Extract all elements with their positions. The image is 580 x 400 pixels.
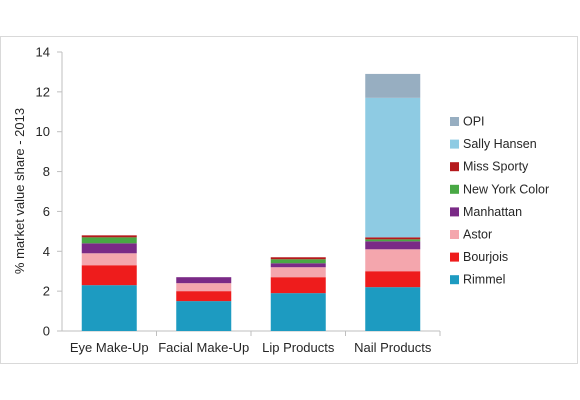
legend-swatch — [450, 117, 459, 126]
bar-segment-astor — [365, 249, 421, 272]
y-tick-label: 6 — [43, 204, 50, 219]
legend-swatch — [450, 162, 459, 172]
y-tick-label: 12 — [36, 84, 50, 99]
legend-swatch — [450, 184, 459, 194]
y-tick-label: 0 — [43, 324, 50, 339]
y-tick-label: 4 — [43, 244, 50, 259]
x-tick-label: Nail Products — [354, 340, 432, 355]
bar-segment-bourjois — [176, 291, 232, 302]
bars — [81, 73, 421, 331]
legend-label: Manhattan — [463, 205, 522, 219]
y-tick-label: 2 — [43, 284, 50, 299]
legend-swatch — [450, 275, 459, 285]
legend-swatch — [450, 230, 459, 239]
bar-segment-manhattan — [365, 241, 421, 250]
x-tick-label: Facial Make-Up — [158, 340, 249, 355]
bar-segment-miss-sporty — [270, 257, 326, 260]
legend-label: Rimmel — [463, 273, 505, 287]
y-tick-label: 14 — [36, 45, 50, 60]
legend: OPI Sally Hansen Miss Sporty New York Color… — [450, 115, 549, 287]
y-axis-label: % market value share - 2013 — [12, 108, 27, 274]
bar-segment-rimmel — [176, 301, 232, 331]
y-tick-label: 10 — [36, 124, 50, 139]
bar-segment-astor — [81, 253, 137, 266]
bar-segment-astor — [270, 267, 326, 278]
bar-segment-rimmel — [365, 287, 421, 331]
legend-swatch — [450, 252, 459, 262]
bar-segment-new-york-color — [270, 259, 326, 264]
bar-segment-miss-sporty — [81, 235, 137, 238]
bar-segment-bourjois — [270, 277, 326, 294]
legend-label: OPI — [463, 115, 485, 129]
legend-label: Miss Sporty — [463, 160, 529, 174]
bar-segment-opi — [365, 73, 421, 98]
bar-segment-bourjois — [81, 265, 137, 286]
legend-label: New York Color — [463, 182, 549, 196]
bar-segment-manhattan — [270, 263, 326, 268]
x-tick-label: Lip Products — [262, 340, 335, 355]
bar-segment-sally-hansen — [365, 97, 421, 238]
legend-label: Bourjois — [463, 250, 508, 264]
bar-segment-manhattan — [176, 277, 232, 284]
bar-segment-rimmel — [270, 293, 326, 331]
bar-segment-miss-sporty — [365, 237, 421, 240]
legend-swatch — [450, 207, 459, 217]
bar-segment-astor — [176, 283, 232, 292]
bar-segment-new-york-color — [81, 237, 137, 244]
legend-label: Sally Hansen — [463, 137, 537, 151]
x-tick-label: Eye Make-Up — [70, 340, 149, 355]
bar-segment-manhattan — [81, 243, 137, 254]
legend-label: Astor — [463, 228, 492, 242]
legend-swatch — [450, 139, 459, 149]
y-tick-label: 8 — [43, 164, 50, 179]
bar-segment-new-york-color — [365, 239, 421, 242]
bar-segment-bourjois — [365, 271, 421, 288]
axes: 0 2 4 6 8 10 12 14 Eye Make-Up Facial Make-Up Lip … — [36, 45, 441, 355]
bar-segment-rimmel — [81, 285, 137, 331]
